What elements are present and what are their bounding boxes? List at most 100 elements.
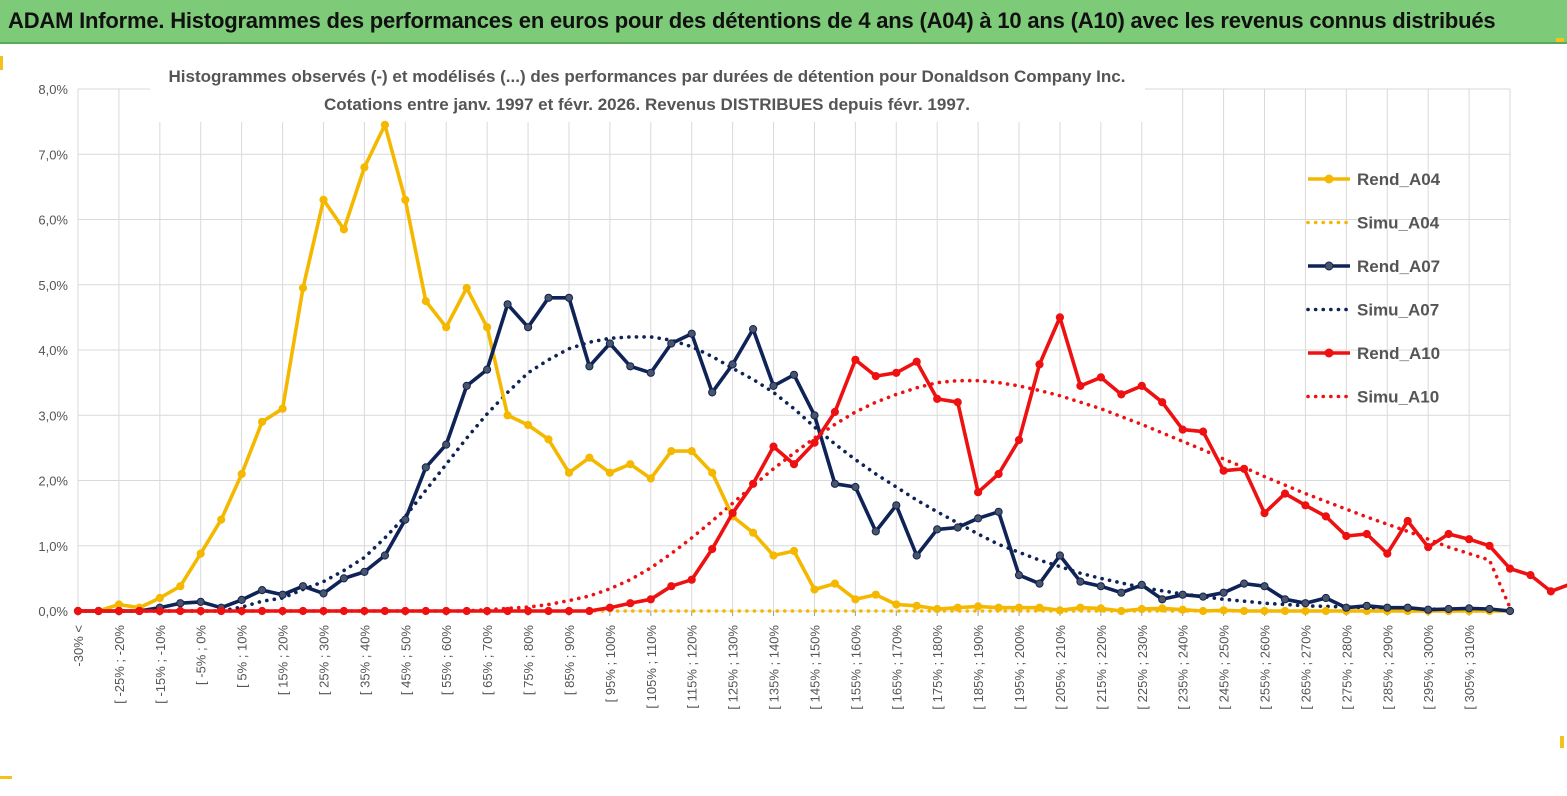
x-tick-label: [ 245% ; 250%: [1217, 625, 1232, 710]
x-tick-label: [ 275% ; 280%: [1339, 625, 1354, 710]
data-point: [503, 300, 512, 309]
data-point: [1117, 588, 1126, 597]
data-point: [1137, 381, 1146, 390]
data-point: [912, 601, 921, 610]
legend-marker: [1324, 348, 1334, 358]
data-point: [1178, 590, 1187, 599]
data-point: [1444, 604, 1453, 614]
data-point: [258, 417, 267, 426]
data-point: [258, 586, 267, 595]
data-point: [1485, 604, 1494, 614]
data-point: [1199, 606, 1208, 616]
data-point: [360, 606, 369, 616]
data-point: [462, 283, 471, 293]
series-simu-a07: [76, 335, 1512, 613]
data-point: [1301, 501, 1310, 510]
data-point: [1076, 603, 1085, 612]
series-rend-a10: [73, 313, 1567, 616]
data-point: [1178, 605, 1187, 614]
data-point: [1158, 604, 1167, 613]
data-point: [892, 600, 901, 609]
data-point: [544, 435, 553, 444]
data-point: [667, 447, 676, 456]
chart-title-line-1: Histogrammes observés (-) et modélisés (…: [169, 67, 1126, 86]
data-point: [810, 438, 819, 447]
data-point: [851, 595, 860, 604]
data-point: [237, 595, 246, 605]
data-point: [789, 370, 799, 379]
data-point: [196, 606, 205, 616]
x-tick-label: [ 135% ; 140%: [767, 625, 782, 710]
x-tick-label: [ 295% ; 300%: [1421, 625, 1436, 710]
data-point: [462, 381, 471, 390]
data-point: [298, 582, 308, 591]
legend-item-simu-a04: Simu_A04: [1306, 214, 1440, 233]
data-point: [1424, 543, 1433, 552]
data-point: [503, 411, 512, 420]
data-point: [176, 599, 185, 608]
data-point: [360, 567, 369, 577]
data-point: [401, 515, 410, 524]
data-point: [749, 479, 758, 488]
x-tick-label: [ 185% ; 190%: [971, 625, 986, 710]
legend-label: Simu_A04: [1357, 214, 1440, 233]
x-tick-label: [ 35% ; 40%: [357, 625, 372, 696]
data-point: [646, 595, 655, 604]
data-point: [1096, 582, 1106, 591]
data-point: [708, 388, 717, 397]
data-point: [544, 293, 553, 302]
data-point: [135, 606, 144, 616]
x-tick-label: [ 155% ; 160%: [848, 625, 863, 710]
grid-layer: [77, 88, 1511, 616]
legend-marker: [1324, 174, 1334, 184]
data-point: [626, 460, 635, 469]
data-point: [912, 357, 921, 366]
edge-marker: [1560, 736, 1564, 748]
data-point: [421, 297, 430, 306]
data-point: [319, 606, 328, 616]
data-point: [1301, 599, 1310, 608]
data-point: [483, 606, 492, 616]
legend-item-simu-a10: Simu_A10: [1306, 388, 1439, 407]
data-point: [339, 225, 348, 234]
data-point: [953, 603, 962, 612]
data-point: [1014, 435, 1024, 445]
data-point: [1240, 606, 1249, 616]
x-tick-label: [ 145% ; 150%: [807, 625, 822, 710]
data-point: [912, 551, 921, 560]
data-point: [1321, 606, 1331, 616]
data-point: [483, 365, 492, 374]
data-point: [360, 163, 369, 172]
data-point: [1260, 509, 1269, 518]
data-point: [933, 525, 942, 534]
data-point: [483, 323, 492, 332]
data-point: [258, 606, 267, 616]
series-line-rend-a04: [78, 123, 1510, 613]
data-point: [564, 468, 574, 477]
data-point: [298, 606, 308, 616]
x-tick-label: [ 205% ; 210%: [1053, 625, 1068, 710]
data-point: [1076, 577, 1085, 586]
data-point: [830, 579, 840, 588]
data-point: [564, 606, 574, 616]
x-tick-label: [ 165% ; 170%: [889, 625, 904, 710]
data-point: [1055, 606, 1065, 615]
data-point: [1219, 606, 1228, 615]
y-tick-label: 5,0%: [38, 278, 68, 293]
x-tick-label: [ 285% ; 290%: [1380, 625, 1395, 710]
legend-label: Simu_A10: [1357, 388, 1439, 407]
data-point: [1301, 606, 1310, 616]
data-point: [524, 420, 533, 430]
x-tick-label: [ 255% ; 260%: [1258, 625, 1273, 710]
legend: Rend_A04 Simu_A04 Rend_A07 Simu_A07 Rend_A10…: [1306, 170, 1441, 407]
y-tick-label: 6,0%: [38, 213, 68, 228]
data-point: [524, 323, 533, 332]
data-point: [974, 488, 983, 497]
data-point: [789, 460, 799, 469]
data-point: [646, 368, 655, 377]
chart-title-background: [150, 58, 1145, 122]
data-point: [1240, 579, 1249, 588]
data-point: [1465, 535, 1474, 544]
y-tick-label: 2,0%: [38, 474, 68, 489]
data-point: [1444, 529, 1453, 539]
